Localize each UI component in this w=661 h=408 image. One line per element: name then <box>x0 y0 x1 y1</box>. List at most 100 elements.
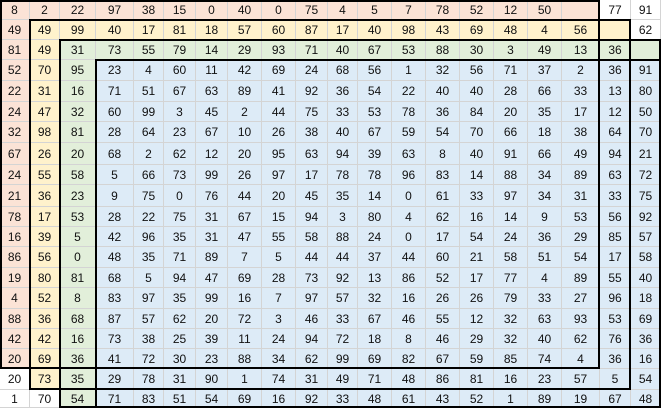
grid-cell-r4-c4[interactable]: 23 <box>96 60 134 81</box>
grid-cell-r19-c4[interactable]: 29 <box>96 369 134 390</box>
grid-cell-r18-c14[interactable]: 67 <box>426 349 460 369</box>
grid-cell-r15-c20[interactable]: 18 <box>631 288 661 309</box>
grid-cell-r15-c12[interactable]: 32 <box>358 288 392 309</box>
grid-cell-r12-c3[interactable]: 5 <box>60 227 96 247</box>
grid-cell-r7-c4[interactable]: 28 <box>96 122 134 143</box>
grid-cell-r13-c20[interactable]: 58 <box>631 247 661 268</box>
grid-cell-r10-c9[interactable]: 20 <box>262 185 296 207</box>
grid-cell-r12-c2[interactable]: 39 <box>30 227 60 247</box>
grid-cell-r2-c17[interactable]: 4 <box>528 20 562 40</box>
grid-cell-r15-c10[interactable]: 97 <box>296 288 328 309</box>
grid-cell-r10-c4[interactable]: 9 <box>96 185 134 207</box>
grid-cell-r9-c1[interactable]: 24 <box>0 165 30 185</box>
grid-cell-r7-c16[interactable]: 66 <box>494 122 528 143</box>
grid-cell-r12-c12[interactable]: 24 <box>358 227 392 247</box>
grid-cell-r3-c14[interactable]: 88 <box>426 40 460 60</box>
grid-cell-r19-c5[interactable]: 78 <box>134 369 164 390</box>
grid-cell-r11-c4[interactable]: 28 <box>96 207 134 227</box>
grid-cell-r5-c17[interactable]: 66 <box>528 81 562 102</box>
grid-cell-r10-c5[interactable]: 75 <box>134 185 164 207</box>
grid-cell-r13-c4[interactable]: 48 <box>96 247 134 268</box>
grid-cell-r9-c6[interactable]: 73 <box>164 165 196 185</box>
grid-cell-r11-c10[interactable]: 94 <box>296 207 328 227</box>
grid-cell-r11-c5[interactable]: 22 <box>134 207 164 227</box>
grid-cell-r8-c8[interactable]: 20 <box>228 143 262 165</box>
grid-cell-r15-c15[interactable]: 26 <box>460 288 494 309</box>
grid-cell-r19-c1[interactable]: 20 <box>0 369 30 390</box>
grid-cell-r9-c13[interactable]: 96 <box>392 165 426 185</box>
grid-cell-r16-c11[interactable]: 33 <box>328 309 358 329</box>
grid-cell-r3-c17[interactable]: 49 <box>528 40 562 60</box>
grid-cell-r12-c11[interactable]: 88 <box>328 227 358 247</box>
grid-cell-r4-c7[interactable]: 11 <box>196 60 228 81</box>
grid-cell-r16-c10[interactable]: 46 <box>296 309 328 329</box>
grid-cell-r11-c3[interactable]: 53 <box>60 207 96 227</box>
grid-cell-r8-c20[interactable]: 21 <box>631 143 661 165</box>
grid-cell-r4-c17[interactable]: 37 <box>528 60 562 81</box>
grid-cell-r14-c15[interactable]: 17 <box>460 268 494 288</box>
grid-cell-r3-c12[interactable]: 67 <box>358 40 392 60</box>
grid-cell-r16-c8[interactable]: 72 <box>228 309 262 329</box>
grid-cell-r18-c10[interactable]: 62 <box>296 349 328 369</box>
grid-cell-r15-c14[interactable]: 26 <box>426 288 460 309</box>
grid-cell-r11-c17[interactable]: 9 <box>528 207 562 227</box>
grid-cell-r6-c14[interactable]: 36 <box>426 102 460 122</box>
grid-cell-r8-c16[interactable]: 91 <box>494 143 528 165</box>
grid-cell-r1-c1[interactable]: 8 <box>0 0 30 20</box>
grid-cell-r13-c11[interactable]: 44 <box>328 247 358 268</box>
grid-cell-r1-c9[interactable]: 0 <box>262 0 296 20</box>
grid-cell-r20-c7[interactable]: 54 <box>196 390 228 408</box>
grid-cell-r14-c13[interactable]: 86 <box>392 268 426 288</box>
grid-cell-r17-c7[interactable]: 39 <box>196 329 228 349</box>
grid-cell-r11-c9[interactable]: 15 <box>262 207 296 227</box>
grid-cell-r4-c6[interactable]: 60 <box>164 60 196 81</box>
grid-cell-r1-c2[interactable]: 2 <box>30 0 60 20</box>
grid-cell-r10-c20[interactable]: 75 <box>631 185 661 207</box>
grid-cell-r8-c15[interactable]: 40 <box>460 143 494 165</box>
grid-cell-r15-c7[interactable]: 99 <box>196 288 228 309</box>
grid-cell-r3-c7[interactable]: 14 <box>196 40 228 60</box>
grid-cell-r12-c17[interactable]: 36 <box>528 227 562 247</box>
grid-cell-r7-c8[interactable]: 10 <box>228 122 262 143</box>
grid-cell-r7-c2[interactable]: 98 <box>30 122 60 143</box>
grid-cell-r2-c11[interactable]: 17 <box>328 20 358 40</box>
grid-cell-r6-c5[interactable]: 99 <box>134 102 164 122</box>
grid-cell-r2-c2[interactable]: 49 <box>30 20 60 40</box>
grid-cell-r13-c6[interactable]: 71 <box>164 247 196 268</box>
grid-cell-r5-c8[interactable]: 89 <box>228 81 262 102</box>
grid-cell-r20-c16[interactable]: 1 <box>494 390 528 408</box>
grid-cell-r4-c20[interactable]: 91 <box>631 60 661 81</box>
grid-cell-r15-c13[interactable]: 16 <box>392 288 426 309</box>
grid-cell-r11-c18[interactable]: 53 <box>562 207 600 227</box>
grid-cell-r11-c16[interactable]: 14 <box>494 207 528 227</box>
grid-cell-r3-c20[interactable] <box>631 40 661 60</box>
grid-cell-r15-c2[interactable]: 52 <box>30 288 60 309</box>
grid-cell-r19-c15[interactable]: 81 <box>460 369 494 390</box>
grid-cell-r9-c12[interactable]: 78 <box>358 165 392 185</box>
grid-cell-r2-c9[interactable]: 60 <box>262 20 296 40</box>
grid-cell-r9-c8[interactable]: 26 <box>228 165 262 185</box>
grid-cell-r3-c1[interactable]: 81 <box>0 40 30 60</box>
grid-cell-r5-c11[interactable]: 36 <box>328 81 358 102</box>
grid-cell-r17-c2[interactable]: 42 <box>30 329 60 349</box>
grid-cell-r12-c14[interactable]: 17 <box>426 227 460 247</box>
grid-cell-r5-c1[interactable]: 22 <box>0 81 30 102</box>
grid-cell-r7-c10[interactable]: 38 <box>296 122 328 143</box>
grid-cell-r9-c3[interactable]: 58 <box>60 165 96 185</box>
grid-cell-r12-c1[interactable]: 16 <box>0 227 30 247</box>
grid-cell-r5-c3[interactable]: 16 <box>60 81 96 102</box>
grid-cell-r2-c18[interactable]: 56 <box>562 20 600 40</box>
grid-cell-r9-c19[interactable]: 63 <box>600 165 631 185</box>
grid-cell-r12-c16[interactable]: 24 <box>494 227 528 247</box>
grid-cell-r3-c6[interactable]: 79 <box>164 40 196 60</box>
grid-cell-r12-c13[interactable]: 0 <box>392 227 426 247</box>
grid-cell-r1-c19[interactable]: 77 <box>600 0 631 20</box>
grid-cell-r16-c5[interactable]: 57 <box>134 309 164 329</box>
grid-cell-r2-c15[interactable]: 69 <box>460 20 494 40</box>
grid-cell-r13-c19[interactable]: 17 <box>600 247 631 268</box>
grid-cell-r4-c9[interactable]: 69 <box>262 60 296 81</box>
grid-cell-r9-c9[interactable]: 97 <box>262 165 296 185</box>
grid-cell-r8-c3[interactable]: 20 <box>60 143 96 165</box>
grid-cell-r10-c12[interactable]: 14 <box>358 185 392 207</box>
grid-cell-r19-c14[interactable]: 86 <box>426 369 460 390</box>
